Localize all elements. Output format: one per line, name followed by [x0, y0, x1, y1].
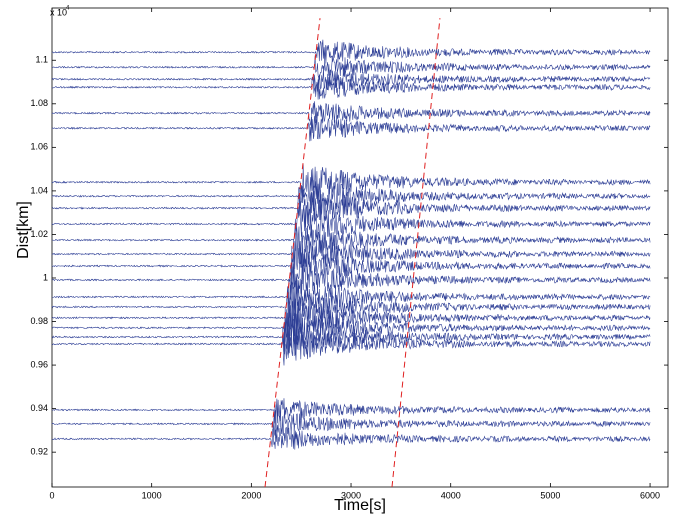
trace	[51, 202, 651, 240]
y-tick-label: 1.02	[30, 229, 48, 239]
y-tick-label: 0.98	[30, 316, 48, 326]
y-tick-label: 0.92	[30, 447, 48, 457]
x-tick-label: 6000	[640, 490, 660, 500]
trace	[52, 263, 651, 301]
trace	[51, 277, 651, 318]
trace	[51, 233, 651, 270]
x-tick-label: 3000	[341, 490, 361, 500]
x-tick-label: 1000	[142, 490, 162, 500]
x-axis-title: Time[s]	[334, 497, 386, 514]
y-tick-label: 0.94	[30, 403, 48, 413]
y-multiplier: x 10	[50, 7, 67, 17]
trace	[51, 410, 651, 438]
trace	[51, 297, 651, 337]
trace	[51, 187, 651, 228]
trace	[51, 325, 651, 366]
x-tick-label: 0	[49, 490, 54, 500]
y-tick-label: 1.1	[35, 55, 48, 65]
trace	[52, 398, 651, 424]
x-tick-label: 4000	[441, 490, 461, 500]
y-tick-label: 1.06	[30, 142, 48, 152]
y-tick-label: 0.96	[30, 359, 48, 369]
trace	[51, 164, 651, 202]
trace	[51, 115, 651, 142]
y-multiplier-exponent: 4	[66, 6, 70, 12]
plot-frame	[51, 7, 669, 488]
trace	[51, 245, 651, 288]
y-tick-label: 1.04	[30, 185, 48, 195]
trace	[51, 39, 651, 64]
trace	[51, 55, 651, 80]
trace	[51, 316, 651, 358]
arrival-line	[391, 18, 441, 488]
y-tick-label: 1.08	[30, 98, 48, 108]
x-tick-label: 5000	[540, 490, 560, 500]
trace	[51, 307, 651, 350]
trace	[51, 101, 651, 127]
trace	[51, 67, 651, 92]
trace	[51, 426, 651, 450]
trace	[51, 74, 651, 100]
y-tick-label: 1	[43, 272, 48, 282]
trace	[51, 180, 651, 217]
y-axis-title: Dist[km]	[15, 201, 32, 259]
x-tick-label: 2000	[241, 490, 261, 500]
trace	[51, 286, 651, 329]
arrival-line	[264, 18, 321, 488]
